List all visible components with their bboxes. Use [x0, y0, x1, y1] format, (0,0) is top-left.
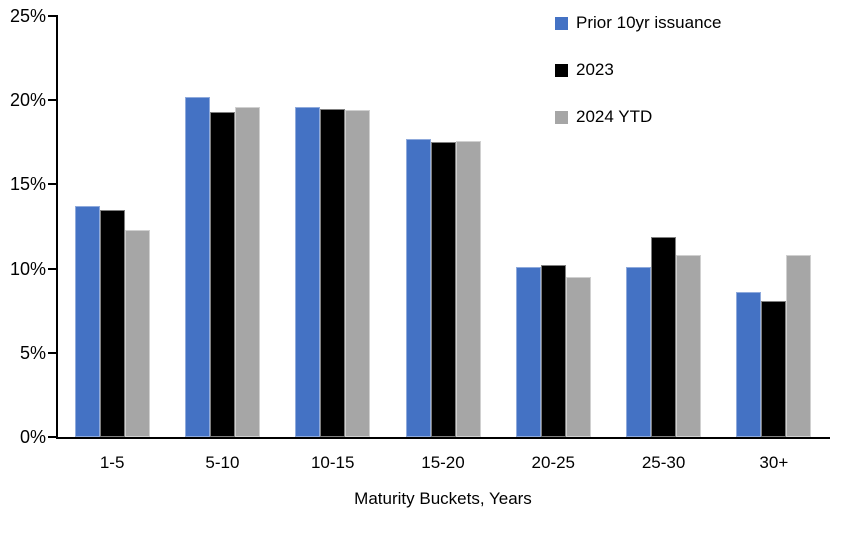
y-axis-tick-label: 20% — [9, 90, 46, 111]
bar-prior-10yr-issuance-25-30 — [626, 266, 652, 437]
bar-2024-ytd-25-30 — [676, 255, 702, 437]
x-axis-category-label-1-5: 1-5 — [99, 453, 125, 472]
bar-2023-10-15 — [320, 108, 346, 437]
y-axis-tick-label: 25% — [9, 6, 46, 26]
bar-2023-1-5 — [99, 209, 125, 437]
bar-prior-10yr-issuance-15-20 — [405, 138, 431, 437]
x-axis-line — [56, 437, 830, 439]
bar-2023-5-10 — [209, 111, 235, 437]
y-axis-tick-mark — [48, 351, 56, 354]
x-axis-category-label-15-20: 15-20 — [421, 453, 465, 472]
y-axis-tick-mark — [48, 436, 56, 438]
y-axis-tick-mark — [48, 183, 56, 186]
y-axis-tick-mark — [48, 99, 56, 102]
legend-item-2023: 2023 — [555, 60, 614, 80]
legend-swatch-icon — [555, 110, 568, 124]
bar-prior-10yr-issuance-1-5 — [74, 206, 100, 437]
y-axis-line — [56, 15, 58, 439]
bar-2024-ytd-20-25 — [565, 277, 591, 437]
x-axis-title: Maturity Buckets, Years — [354, 489, 532, 508]
y-axis-tick-label: 10% — [9, 258, 46, 279]
bar-prior-10yr-issuance-5-10 — [184, 96, 210, 437]
x-axis-category-label-20-25: 20-25 — [531, 453, 576, 472]
legend-item-prior-10yr-issuance: Prior 10yr issuance — [555, 13, 722, 33]
x-axis-category-label-5-10: 5-10 — [205, 453, 240, 472]
y-axis-tick-mark — [48, 15, 56, 17]
y-axis-tick-mark — [48, 267, 56, 270]
bar-2023-30 — [761, 300, 787, 437]
y-axis-tick-label: 5% — [19, 342, 46, 363]
y-axis-tick-label: 0% — [19, 427, 46, 447]
bar-2024-ytd-5-10 — [234, 106, 260, 437]
bar-2023-20-25 — [540, 265, 566, 437]
bar-2024-ytd-15-20 — [455, 140, 481, 437]
bar-prior-10yr-issuance-10-15 — [295, 106, 321, 437]
bar-2023-15-20 — [430, 142, 456, 437]
bar-2024-ytd-10-15 — [345, 110, 371, 437]
legend-label: 2024 YTD — [576, 107, 653, 126]
bar-2024-ytd-30 — [786, 255, 812, 437]
bar-prior-10yr-issuance-20-25 — [515, 266, 541, 437]
legend-swatch-icon — [555, 63, 568, 77]
x-axis-category-label-30: 30+ — [759, 453, 789, 472]
legend-item-2024-ytd: 2024 YTD — [555, 107, 652, 127]
bar-2024-ytd-1-5 — [124, 229, 150, 437]
bar-2023-25-30 — [651, 236, 677, 437]
bar-prior-10yr-issuance-30 — [736, 292, 762, 437]
legend-label: 2023 — [576, 60, 614, 79]
y-axis-tick-label: 15% — [9, 174, 46, 195]
legend-label: Prior 10yr issuance — [576, 13, 722, 32]
x-axis-category-label-10-15: 10-15 — [310, 453, 355, 472]
legend-swatch-icon — [555, 16, 568, 30]
x-axis-category-label-25-30: 25-30 — [641, 453, 686, 472]
